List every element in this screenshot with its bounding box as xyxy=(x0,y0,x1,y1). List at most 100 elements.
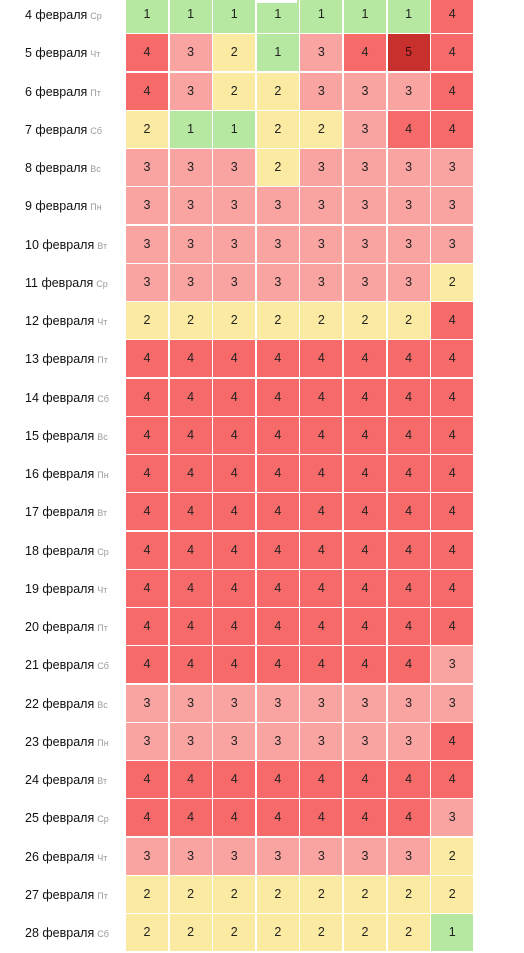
level-cell[interactable]: 3 xyxy=(126,722,168,760)
level-cell[interactable]: 4 xyxy=(126,378,168,416)
level-cell[interactable]: 4 xyxy=(300,608,343,645)
level-cell[interactable]: 4 xyxy=(431,110,474,148)
level-cell[interactable]: 4 xyxy=(344,531,386,569)
level-cell[interactable]: 3 xyxy=(431,684,474,722)
level-cell[interactable]: 4 xyxy=(387,378,430,416)
level-cell[interactable]: 3 xyxy=(300,72,343,110)
level-cell[interactable]: 4 xyxy=(431,493,474,531)
level-cell[interactable]: 4 xyxy=(169,799,212,837)
level-cell[interactable]: 2 xyxy=(256,302,299,339)
level-cell[interactable]: 4 xyxy=(344,646,386,684)
level-cell[interactable]: 4 xyxy=(256,569,299,607)
level-cell[interactable]: 4 xyxy=(256,531,299,569)
level-cell[interactable]: 3 xyxy=(344,722,386,760)
level-cell[interactable]: 4 xyxy=(169,340,212,378)
level-cell[interactable]: 3 xyxy=(256,263,299,301)
level-cell[interactable]: 4 xyxy=(344,493,386,531)
level-cell[interactable]: 4 xyxy=(126,493,168,531)
level-cell[interactable]: 4 xyxy=(387,455,430,492)
level-cell[interactable]: 3 xyxy=(387,837,430,875)
level-cell[interactable]: 4 xyxy=(213,761,256,798)
level-cell[interactable]: 1 xyxy=(387,0,430,33)
level-cell[interactable]: 4 xyxy=(344,340,386,378)
level-cell[interactable]: 4 xyxy=(213,416,256,454)
level-cell[interactable]: 4 xyxy=(213,799,256,837)
level-cell[interactable]: 3 xyxy=(256,684,299,722)
level-cell[interactable]: 3 xyxy=(344,187,386,225)
level-cell[interactable]: 3 xyxy=(256,187,299,225)
level-cell[interactable]: 2 xyxy=(213,34,256,72)
level-cell[interactable]: 4 xyxy=(126,799,168,837)
level-cell[interactable]: 4 xyxy=(256,761,299,798)
level-cell[interactable]: 3 xyxy=(431,799,474,837)
level-cell[interactable]: 4 xyxy=(169,531,212,569)
level-cell[interactable]: 4 xyxy=(431,455,474,492)
level-cell[interactable]: 4 xyxy=(431,722,474,760)
level-cell[interactable]: 4 xyxy=(256,378,299,416)
level-cell[interactable]: 4 xyxy=(256,608,299,645)
level-cell[interactable]: 2 xyxy=(256,72,299,110)
level-cell[interactable]: 1 xyxy=(169,110,212,148)
level-cell[interactable]: 4 xyxy=(213,455,256,492)
level-cell[interactable]: 1 xyxy=(300,0,343,33)
level-cell[interactable]: 4 xyxy=(169,416,212,454)
level-cell[interactable]: 3 xyxy=(169,187,212,225)
level-cell[interactable]: 4 xyxy=(387,416,430,454)
level-cell[interactable]: 4 xyxy=(126,531,168,569)
level-cell[interactable]: 3 xyxy=(256,225,299,263)
level-cell[interactable]: 3 xyxy=(344,837,386,875)
level-cell[interactable]: 3 xyxy=(126,837,168,875)
level-cell[interactable]: 2 xyxy=(431,263,474,301)
level-cell[interactable]: 3 xyxy=(169,225,212,263)
level-cell[interactable]: 2 xyxy=(431,875,474,913)
level-cell[interactable]: 1 xyxy=(431,914,474,951)
level-cell[interactable]: 4 xyxy=(344,378,386,416)
level-cell[interactable]: 4 xyxy=(300,378,343,416)
level-cell[interactable]: 3 xyxy=(300,684,343,722)
level-cell[interactable]: 4 xyxy=(387,493,430,531)
level-cell[interactable]: 3 xyxy=(213,225,256,263)
level-cell[interactable]: 4 xyxy=(431,416,474,454)
level-cell[interactable]: 1 xyxy=(213,110,256,148)
level-cell[interactable]: 2 xyxy=(387,302,430,339)
level-cell[interactable]: 4 xyxy=(344,799,386,837)
level-cell[interactable]: 3 xyxy=(300,225,343,263)
level-cell[interactable]: 4 xyxy=(256,340,299,378)
level-cell[interactable]: 2 xyxy=(256,875,299,913)
level-cell[interactable]: 3 xyxy=(126,187,168,225)
level-cell[interactable]: 4 xyxy=(126,416,168,454)
level-cell[interactable]: 2 xyxy=(213,302,256,339)
level-cell[interactable]: 4 xyxy=(431,608,474,645)
level-cell[interactable]: 4 xyxy=(256,416,299,454)
level-cell[interactable]: 4 xyxy=(169,493,212,531)
level-cell[interactable]: 3 xyxy=(431,646,474,684)
level-cell[interactable]: 4 xyxy=(126,761,168,798)
level-cell[interactable]: 3 xyxy=(126,684,168,722)
level-cell[interactable]: 4 xyxy=(213,569,256,607)
level-cell[interactable]: 2 xyxy=(344,302,386,339)
level-cell[interactable]: 3 xyxy=(213,837,256,875)
level-cell[interactable]: 3 xyxy=(344,110,386,148)
level-cell[interactable]: 3 xyxy=(169,263,212,301)
level-cell[interactable]: 3 xyxy=(344,225,386,263)
level-cell[interactable]: 2 xyxy=(387,914,430,951)
level-cell[interactable]: 3 xyxy=(213,149,256,186)
level-cell[interactable]: 3 xyxy=(431,149,474,186)
level-cell[interactable]: 3 xyxy=(256,722,299,760)
level-cell[interactable]: 2 xyxy=(126,875,168,913)
level-cell[interactable]: 4 xyxy=(169,455,212,492)
level-cell[interactable]: 2 xyxy=(256,914,299,951)
level-cell[interactable]: 3 xyxy=(213,187,256,225)
level-cell[interactable]: 3 xyxy=(169,34,212,72)
level-cell[interactable]: 3 xyxy=(169,149,212,186)
level-cell[interactable]: 4 xyxy=(300,340,343,378)
level-cell[interactable]: 4 xyxy=(126,34,168,72)
level-cell[interactable]: 2 xyxy=(126,914,168,951)
level-cell[interactable]: 4 xyxy=(169,646,212,684)
level-cell[interactable]: 2 xyxy=(213,914,256,951)
level-cell[interactable]: 3 xyxy=(126,149,168,186)
level-cell[interactable]: 2 xyxy=(344,914,386,951)
level-cell[interactable]: 4 xyxy=(300,646,343,684)
level-cell[interactable]: 3 xyxy=(300,837,343,875)
level-cell[interactable]: 2 xyxy=(300,914,343,951)
